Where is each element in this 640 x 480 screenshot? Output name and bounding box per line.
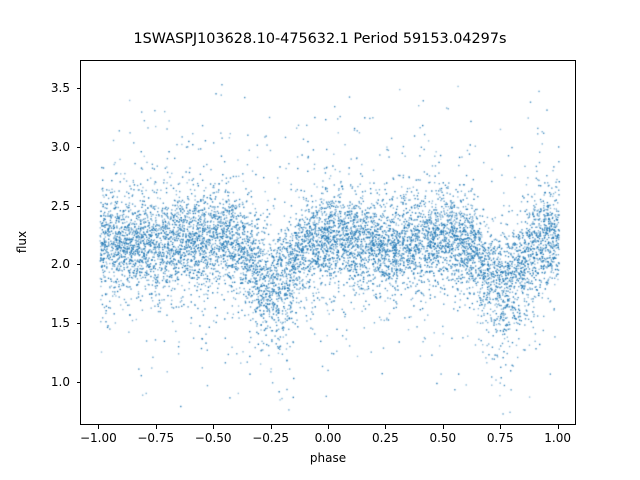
- y-tick-label: 1.5: [50, 315, 70, 330]
- scatter-plot: [81, 61, 575, 424]
- y-axis-label: flux: [15, 230, 29, 254]
- y-tick-mark: [76, 381, 80, 383]
- x-tick-label: −1.00: [79, 431, 117, 445]
- y-tick-mark: [76, 264, 80, 266]
- x-tick-label: 0.75: [486, 431, 514, 445]
- x-axis-label: phase: [309, 451, 347, 465]
- y-tick-label: 2.5: [50, 198, 70, 213]
- y-tick-mark: [76, 146, 80, 148]
- x-tick-mark: [557, 425, 559, 429]
- x-tick-mark: [270, 425, 272, 429]
- x-tick-label: −0.75: [137, 431, 175, 445]
- y-tick-label: 2.0: [50, 257, 70, 272]
- x-tick-mark: [98, 425, 100, 429]
- x-tick-mark: [213, 425, 215, 429]
- y-tick-mark: [76, 322, 80, 324]
- x-tick-label: 0.50: [429, 431, 457, 445]
- x-tick-mark: [442, 425, 444, 429]
- x-tick-mark: [155, 425, 157, 429]
- x-tick-label: 1.00: [544, 431, 571, 445]
- plot-area: [80, 60, 576, 425]
- x-tick-label: −0.50: [194, 431, 232, 445]
- x-tick-mark: [328, 425, 329, 429]
- y-tick-label: 1.0: [50, 374, 70, 389]
- x-tick-mark: [500, 425, 502, 429]
- y-tick-mark: [76, 205, 80, 207]
- page-title: 1SWASPJ103628.10-475632.1 Period 59153.0…: [133, 31, 507, 47]
- y-tick-label: 3.0: [50, 139, 70, 154]
- x-tick-label: −0.25: [252, 431, 289, 445]
- y-tick-mark: [76, 88, 80, 90]
- x-tick-label: 0.00: [314, 431, 342, 445]
- y-tick-label: 3.5: [50, 81, 70, 96]
- x-tick-mark: [385, 425, 387, 429]
- x-tick-label: 0.25: [372, 431, 399, 445]
